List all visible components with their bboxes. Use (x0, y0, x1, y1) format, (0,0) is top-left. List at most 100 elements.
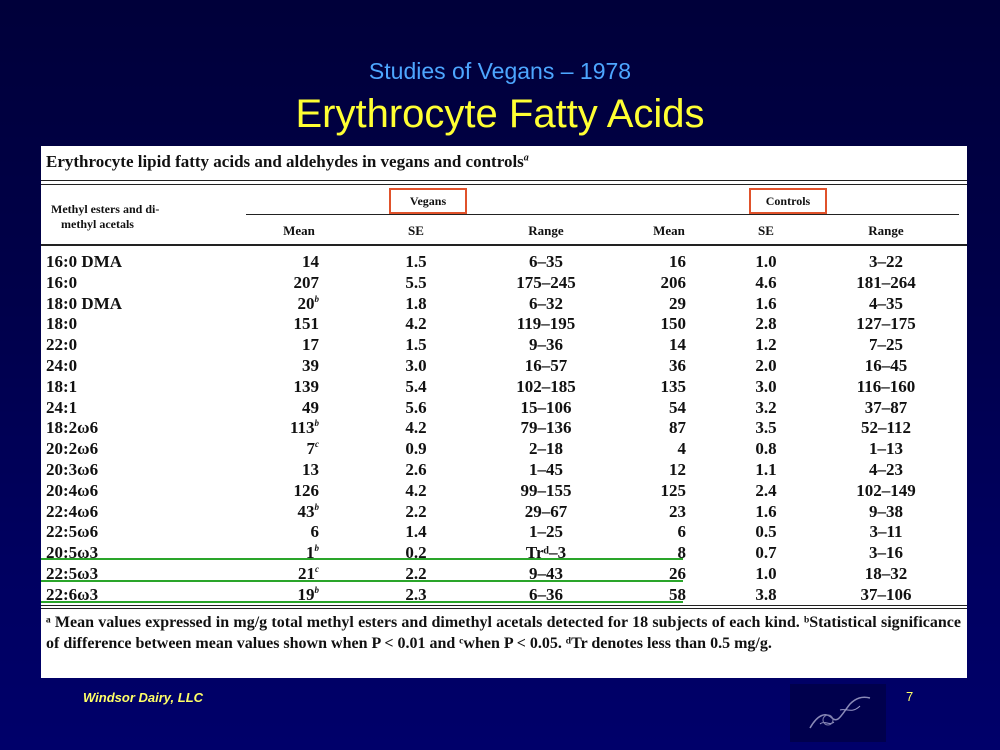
vegans-mean: 14 (259, 252, 319, 272)
rule-under-headers (41, 244, 967, 246)
vegans-range: 9–36 (529, 335, 563, 355)
fatty-acid-name: 22:0 (46, 335, 78, 355)
footer-company: Windsor Dairy, LLC (83, 690, 204, 705)
fatty-acid-name: 18:1 (46, 376, 78, 396)
vegans-se: 1.5 (405, 252, 427, 271)
controls-range: 16–45 (864, 356, 908, 375)
fatty-acid-name: 16:0 (46, 272, 78, 292)
rule-top-2 (41, 184, 967, 185)
vegans-mean: 151 (259, 314, 320, 334)
table-row: 20:3ω6 13 2.6 1–45 12 1.1 4–23 (41, 460, 967, 481)
vegans-se: 5.5 (405, 272, 427, 292)
controls-se: 1.6 (755, 293, 777, 313)
controls-mean: 26 (669, 564, 686, 583)
controls-se: 1.1 (755, 460, 777, 479)
vegans-range: 79–136 (520, 418, 572, 438)
row-header-label: Methyl esters and di- methyl acetals (51, 202, 159, 232)
table-caption-text: Erythrocyte lipid fatty acids and aldehy… (46, 152, 524, 171)
vegans-mean-value: 7 (306, 439, 316, 459)
fatty-acid-name: 18:2ω6 (46, 418, 99, 438)
vegans-se: 1.5 (405, 335, 427, 355)
table-caption: Erythrocyte lipid fatty acids and aldehy… (46, 152, 529, 172)
vegans-mean-value: 21 (298, 564, 315, 583)
controls-range: 3–11 (869, 522, 903, 542)
controls-se: 1.0 (755, 564, 777, 583)
fatty-acid-name: 22:4ω6 (46, 501, 99, 521)
table-image-panel: Erythrocyte lipid fatty acids and aldehy… (41, 146, 967, 678)
controls-se: 1.0 (755, 252, 777, 271)
rule-bottom-1 (41, 605, 967, 606)
significance-marker: c (315, 564, 319, 574)
vegans-mean-value: 139 (293, 376, 320, 396)
vegans-mean: 113b (259, 418, 319, 438)
row-header-line1: Methyl esters and di- (51, 202, 160, 216)
vegans-mean: 17 (259, 335, 319, 355)
vegans-range: 6–32 (529, 293, 563, 313)
vegans-se: 4.2 (405, 314, 427, 334)
table-row: 20:4ω6 126 4.2 99–155 125 2.4 102–149 (41, 481, 967, 502)
vegans-mean-value: 14 (302, 252, 319, 271)
controls-mean: 23 (669, 501, 686, 521)
vegans-mean: 1b (259, 543, 319, 563)
caption-footnote-marker: a (523, 152, 529, 164)
controls-range: 102–149 (856, 480, 916, 500)
controls-se: 4.6 (755, 272, 777, 292)
vegans-group-header: Vegans (389, 188, 467, 214)
controls-mean: 58 (669, 584, 686, 604)
vegans-se: 1.8 (405, 293, 427, 313)
fatty-acid-name: 22:6ω3 (46, 584, 99, 604)
vegans-se: 0.2 (405, 543, 427, 563)
vegans-mean-value: 49 (302, 397, 319, 417)
controls-se: 2.8 (755, 314, 777, 334)
vegans-mean-value: 39 (302, 356, 319, 375)
vegans-range: 102–185 (516, 376, 576, 396)
vegans-se-header: SE (408, 223, 424, 238)
table-row: 16:0 207 5.5 175–245 206 4.6 181–264 (41, 273, 967, 294)
vegans-mean-value: 1 (306, 543, 315, 563)
vegans-mean: 126 (259, 481, 320, 501)
vegans-mean-value: 6 (310, 522, 320, 542)
table-row: 22:5ω3 21c 2.2 9–43 26 1.0 18–32 (41, 564, 967, 585)
vegans-range: 2–18 (529, 439, 563, 459)
vegans-mean-value: 113 (289, 418, 315, 438)
controls-range: 4–35 (869, 293, 903, 313)
controls-mean: 150 (660, 314, 687, 334)
vegans-mean: 207 (259, 272, 320, 293)
vegans-mean-header: Mean (283, 223, 315, 238)
controls-range: 3–22 (869, 252, 903, 271)
vegans-mean: 21c (259, 564, 319, 584)
table-row: 18:1 139 5.4 102–185 135 3.0 116–160 (41, 377, 967, 398)
fatty-acid-name: 22:5ω6 (46, 522, 99, 542)
controls-mean: 16 (669, 252, 686, 271)
vegans-range: 99–155 (520, 480, 572, 500)
fatty-acid-name: 20:2ω6 (46, 439, 99, 459)
significance-marker: c (315, 439, 319, 450)
fatty-acid-name: 20:3ω6 (46, 460, 99, 479)
vegans-se: 3.0 (405, 356, 427, 375)
controls-mean: 54 (669, 397, 686, 417)
controls-mean-header: Mean (653, 223, 685, 238)
fatty-acid-name: 18:0 (46, 314, 78, 334)
controls-se: 1.6 (755, 501, 777, 521)
table-row: 22:5ω6 6 1.4 1–25 6 0.5 3–11 (41, 522, 967, 543)
highlight-line-2 (41, 580, 683, 582)
controls-range: 3–16 (869, 543, 903, 563)
controls-mean: 135 (660, 376, 687, 396)
table-row: 22:0 17 1.5 9–36 14 1.2 7–25 (41, 335, 967, 356)
controls-group-header: Controls (749, 188, 827, 214)
page-number: 7 (906, 689, 914, 704)
fatty-acid-name: 18:0 DMA (46, 293, 123, 313)
table-row: 20:2ω6 7c 0.9 2–18 4 0.8 1–13 (41, 439, 967, 460)
table-row: 22:6ω3 19b 2.3 6–36 58 3.8 37–106 (41, 585, 967, 606)
vegans-se: 2.2 (405, 501, 427, 521)
vegans-mean-value: 207 (293, 272, 320, 292)
vegans-group-rule (246, 214, 621, 215)
table-row: 18:0 151 4.2 119–195 150 2.8 127–175 (41, 314, 967, 335)
vegans-se: 2.2 (405, 564, 427, 583)
controls-range: 181–264 (856, 272, 916, 292)
row-header-line2: methyl acetals (61, 217, 134, 231)
logo-sketch-icon (809, 696, 871, 729)
controls-se: 3.2 (755, 397, 777, 417)
vegans-range-header: Range (528, 223, 564, 238)
vegans-se: 4.2 (405, 480, 427, 500)
